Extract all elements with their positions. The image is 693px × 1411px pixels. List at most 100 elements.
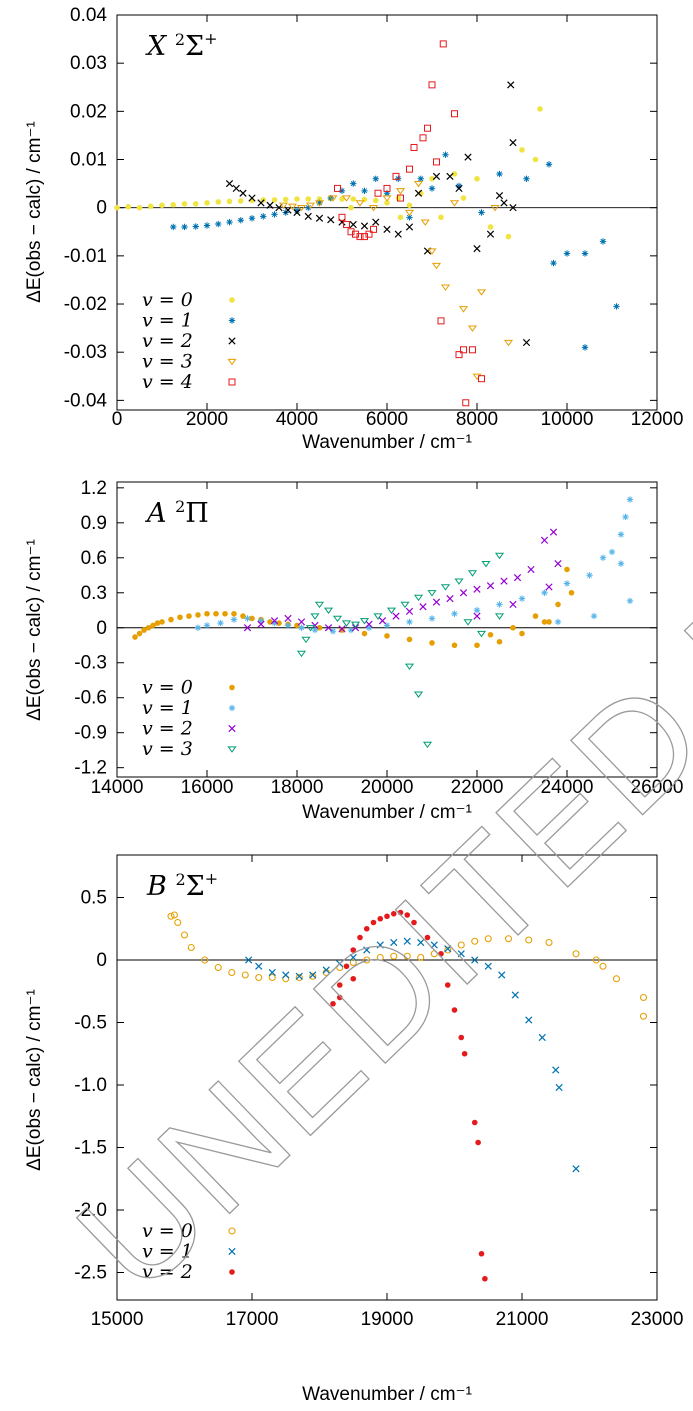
series-v3	[296, 552, 505, 749]
data-point	[613, 303, 620, 310]
y-tick-label: -0.5	[74, 1013, 107, 1034]
data-point	[296, 650, 307, 658]
data-point	[341, 195, 352, 202]
data-point	[403, 937, 411, 945]
data-point	[248, 215, 256, 222]
data-point	[334, 184, 341, 192]
x-tick-label: 0	[112, 409, 123, 430]
legend-marker	[228, 1247, 236, 1256]
x-tick-label: 23000	[631, 1309, 684, 1330]
y-tick-label: 0	[96, 618, 107, 639]
data-point	[383, 184, 391, 192]
data-point	[494, 613, 505, 620]
data-point	[406, 202, 413, 209]
data-point	[455, 351, 463, 359]
data-point	[617, 531, 625, 538]
data-point	[394, 230, 402, 238]
data-point	[240, 613, 246, 619]
data-point	[382, 195, 392, 202]
data-point	[541, 589, 548, 596]
data-point	[527, 565, 535, 574]
data-point	[338, 187, 346, 195]
data-point	[424, 934, 431, 941]
data-point	[545, 938, 553, 947]
data-point	[372, 218, 380, 226]
legend-label: v = 3	[142, 351, 193, 373]
data-point	[230, 616, 238, 623]
data-point	[373, 613, 383, 620]
data-point	[132, 634, 138, 640]
data-point	[266, 201, 274, 209]
data-point	[444, 946, 452, 954]
data-point	[314, 200, 325, 207]
data-point	[305, 196, 312, 202]
data-point	[390, 910, 397, 917]
data-point	[608, 548, 616, 556]
y-tick-label: -0.6	[74, 688, 107, 709]
data-point	[365, 620, 373, 628]
data-point	[170, 911, 178, 919]
data-point	[392, 612, 400, 620]
data-point	[255, 962, 263, 970]
data-point	[422, 741, 433, 749]
data-point	[296, 205, 307, 212]
data-point	[428, 81, 436, 89]
x-tick-label: 17000	[226, 1309, 279, 1330]
data-point	[324, 624, 333, 632]
data-point	[268, 973, 276, 982]
data-point	[572, 1165, 580, 1173]
data-point	[572, 950, 580, 958]
data-point	[403, 952, 411, 960]
chart-panel-3: 15000 17000 19000 21000 23000 0.5 0 -0.5 -1.0 -1.…	[24, 854, 684, 1405]
data-point	[204, 610, 210, 617]
data-point	[141, 627, 147, 633]
data-point	[237, 217, 244, 224]
data-point	[368, 205, 379, 212]
data-point	[215, 199, 222, 205]
data-point	[383, 225, 391, 233]
data-point	[257, 620, 265, 628]
data-point	[347, 626, 355, 634]
data-point	[519, 147, 525, 153]
data-point	[446, 172, 454, 180]
data-point	[518, 595, 526, 602]
data-point	[463, 619, 473, 626]
data-point	[350, 947, 357, 953]
data-point	[461, 1050, 468, 1057]
data-point	[474, 175, 480, 182]
data-point	[395, 188, 406, 195]
data-point	[284, 206, 292, 214]
data-point	[177, 614, 183, 621]
data-point	[397, 909, 404, 916]
data-point	[336, 960, 344, 968]
data-point	[350, 975, 357, 982]
data-point	[496, 170, 503, 178]
data-point	[378, 617, 387, 625]
data-point	[383, 190, 391, 197]
data-point	[377, 915, 384, 922]
data-point	[432, 598, 441, 606]
data-point	[360, 222, 369, 230]
data-point	[467, 570, 478, 577]
data-point	[278, 202, 289, 210]
data-point	[204, 200, 210, 206]
data-point	[249, 615, 255, 622]
data-point	[545, 161, 553, 168]
data-point	[522, 338, 531, 347]
data-point	[458, 1034, 465, 1041]
data-point	[390, 952, 398, 960]
data-point	[509, 139, 517, 147]
data-point	[473, 585, 481, 593]
data-point	[310, 613, 320, 620]
y-tick-label: -1.2	[74, 758, 107, 779]
legend-marker	[228, 317, 236, 324]
data-point	[414, 189, 423, 197]
data-point	[339, 196, 345, 202]
x-tick-label: 15000	[91, 1309, 144, 1330]
data-point	[350, 621, 361, 628]
x-tick-label: 4000	[276, 409, 318, 430]
data-point	[284, 614, 292, 623]
data-point	[257, 199, 265, 207]
data-point	[482, 1275, 488, 1282]
data-point	[343, 221, 350, 229]
